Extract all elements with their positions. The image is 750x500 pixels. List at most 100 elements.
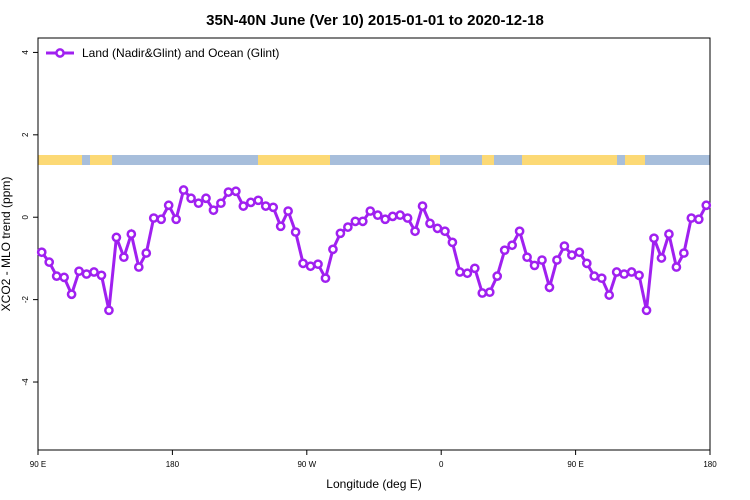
y-tick-label: -2 [21, 296, 30, 304]
land-strip [482, 155, 494, 165]
data-point [649, 233, 659, 244]
data-point [537, 255, 547, 265]
data-point [581, 258, 592, 269]
data-point [634, 270, 644, 281]
data-point [44, 257, 55, 267]
data-point [656, 253, 667, 263]
data-point [679, 248, 689, 258]
data-point [387, 211, 398, 222]
x-tick-label: 180 [703, 460, 717, 469]
y-tick-label: 2 [21, 132, 30, 137]
x-tick-label: 90 W [297, 460, 316, 469]
data-point [216, 198, 226, 209]
data-point [156, 214, 167, 225]
data-point [81, 269, 92, 279]
data-point [133, 262, 144, 272]
data-point [111, 232, 122, 243]
y-tick-label: 0 [21, 214, 30, 219]
data-point [66, 289, 77, 300]
data-point [641, 305, 652, 316]
land-ocean-strip [38, 155, 710, 165]
data-point [462, 268, 473, 279]
data-point [268, 202, 279, 213]
plot-frame [37, 37, 711, 451]
y-axis-label: XCO2 - MLO trend (ppm) [0, 177, 13, 312]
data-point [74, 266, 84, 277]
data-point [51, 271, 62, 281]
data-point [305, 261, 316, 272]
data-point [186, 193, 196, 204]
data-point [559, 241, 570, 251]
data-point [604, 290, 615, 300]
data-point [402, 213, 413, 223]
land-strip [625, 155, 645, 165]
data-point [596, 273, 607, 284]
data-point [148, 213, 159, 223]
data-point [492, 271, 503, 281]
ocean-strip [38, 155, 710, 165]
data-point [447, 237, 458, 248]
data-point [141, 248, 152, 258]
data-point [253, 195, 264, 206]
data-point [410, 226, 420, 237]
land-strip [430, 155, 440, 165]
data-point [671, 262, 682, 272]
data-point [529, 260, 540, 271]
data-point [126, 229, 137, 239]
data-point [171, 214, 181, 225]
data-point [290, 227, 301, 237]
land-strip [258, 155, 330, 165]
legend-marker [55, 48, 65, 58]
data-point [283, 206, 293, 216]
data-point [335, 228, 346, 239]
data-point [507, 240, 517, 251]
x-tick-label: 180 [166, 460, 180, 469]
data-point [567, 250, 577, 260]
data-point [343, 222, 353, 232]
data-point [544, 282, 555, 293]
data-point [455, 267, 465, 277]
data-point [417, 201, 428, 211]
land-strip [522, 155, 617, 165]
data-point [163, 200, 174, 211]
data-point [372, 210, 383, 221]
data-point [89, 267, 99, 277]
data-point [96, 270, 107, 281]
data-point [686, 213, 697, 223]
data-point [357, 216, 368, 227]
legend-label: Land (Nadir&Glint) and Ocean (Glint) [82, 46, 279, 60]
data-point [626, 267, 637, 277]
y-tick-label: -4 [21, 378, 30, 386]
data-point [425, 218, 435, 229]
data-point [432, 223, 443, 234]
data-point [223, 187, 234, 197]
data-point [552, 255, 562, 265]
data-point [380, 214, 391, 225]
chart-title: 35N-40N June (Ver 10) 2015-01-01 to 2020… [206, 12, 544, 29]
data-point [313, 259, 323, 270]
data-point [36, 247, 47, 258]
data-point [193, 198, 204, 209]
data-point [245, 197, 256, 208]
data-point [514, 226, 525, 237]
x-tick-label: 90 E [567, 460, 583, 469]
data-point [238, 201, 249, 211]
land-strip [38, 155, 82, 165]
data-point [178, 185, 189, 195]
data-point [328, 244, 338, 255]
data-point [365, 206, 376, 216]
data-point [119, 252, 129, 263]
data-point [260, 201, 271, 211]
data-point [231, 186, 241, 197]
data-point [499, 245, 510, 256]
data-point [589, 271, 600, 281]
data-point [275, 221, 286, 232]
data-point [350, 216, 361, 227]
x-tick-label: 90 E [30, 460, 46, 469]
data-point [693, 214, 704, 225]
data-point [701, 200, 712, 211]
data-point [469, 263, 480, 274]
data-point [574, 247, 585, 258]
y-tick-label: 4 [21, 50, 30, 55]
